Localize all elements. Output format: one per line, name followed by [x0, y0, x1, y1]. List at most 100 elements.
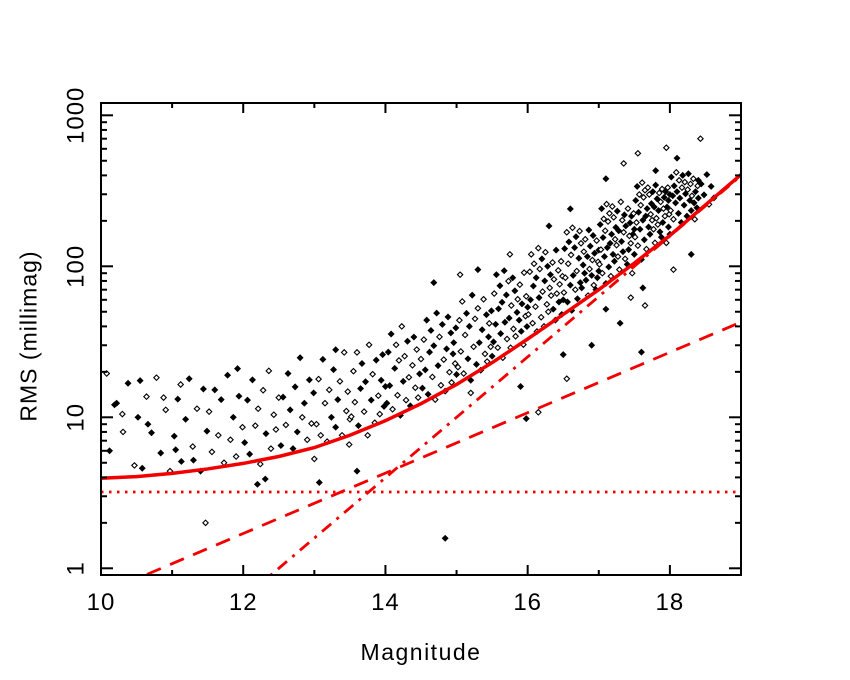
scatter-point: [530, 260, 538, 268]
scatter-point: [682, 190, 690, 198]
scatter-point: [515, 316, 523, 324]
scatter-point: [694, 194, 702, 202]
scatter-point: [656, 228, 664, 236]
scatter-point: [354, 422, 362, 430]
scatter-point: [387, 330, 395, 338]
scatter-point: [349, 367, 357, 375]
scatter-point: [450, 339, 458, 347]
scatter-point: [505, 314, 513, 322]
scatter-point: [599, 234, 607, 242]
scatter-point: [391, 364, 399, 372]
scatter-point: [234, 365, 242, 373]
scatter-point: [703, 171, 711, 179]
scatter-point: [417, 355, 425, 363]
scatter-point: [619, 248, 627, 256]
scatter-point: [199, 385, 207, 393]
x-tick-label: 14: [371, 589, 400, 616]
scatter-point: [610, 213, 618, 221]
scatter-point: [148, 429, 155, 437]
scatter-point: [248, 376, 256, 384]
scatter-point: [555, 298, 563, 306]
scatter-point: [536, 265, 544, 273]
scatter-point: [539, 288, 547, 296]
scatter-point: [603, 200, 611, 208]
scatter-point: [626, 219, 634, 227]
scatter-point: [426, 348, 434, 356]
y-tick-label: 1000: [63, 87, 90, 144]
scatter-point: [144, 420, 152, 428]
scatter-point: [522, 415, 530, 423]
scatter-point: [678, 184, 686, 192]
scatter-point: [405, 373, 413, 381]
scatter-point: [526, 268, 534, 276]
scatter-point: [411, 384, 419, 392]
scatter-point: [211, 386, 219, 394]
scatter-point: [490, 290, 498, 298]
scatter-point: [460, 370, 468, 377]
scatter-point: [456, 271, 464, 279]
scatter-point: [392, 341, 400, 349]
scatter-point: [532, 303, 539, 311]
plot-frame: [100, 102, 742, 576]
scatter-point: [475, 339, 483, 347]
scatter-point: [298, 413, 306, 421]
scatter-point: [637, 201, 645, 209]
scatter-point: [174, 395, 182, 403]
scatter-point: [624, 205, 632, 213]
scatter-point: [564, 260, 572, 268]
scatter-point: [457, 347, 465, 355]
scatter-point: [487, 343, 495, 351]
scatter-point: [631, 233, 639, 241]
scatter-point: [427, 326, 435, 334]
scatter-point: [433, 309, 441, 317]
scatter-point: [241, 439, 249, 447]
scatter-point: [511, 287, 519, 295]
scatter-point: [630, 225, 638, 233]
scatter-point: [319, 355, 327, 363]
scatter-point: [642, 212, 650, 220]
scatter-point: [524, 310, 532, 318]
scatter-point: [185, 375, 193, 383]
scatter-point: [546, 271, 554, 279]
scatter-point: [321, 399, 329, 407]
scatter-point: [561, 245, 569, 253]
x-tick-label: 16: [513, 589, 542, 616]
scatter-point: [565, 238, 573, 246]
scatter-point: [676, 194, 684, 202]
scatter-point: [600, 215, 608, 223]
scatter-point: [576, 227, 584, 235]
scatter-point: [645, 223, 653, 231]
scatter-point: [143, 393, 150, 401]
scatter-point: [672, 199, 680, 207]
scatter-point: [534, 408, 542, 416]
scatter-point: [681, 178, 689, 186]
scatter-point: [369, 370, 377, 378]
scatter-point: [182, 415, 190, 423]
scatter-point: [534, 244, 542, 252]
scatter-point: [467, 389, 475, 397]
scatter-point: [669, 215, 677, 223]
scatter-point: [608, 230, 616, 238]
scatter-point: [399, 377, 407, 385]
scatter-point: [644, 184, 652, 192]
scatter-point: [265, 367, 273, 375]
scatter-point: [537, 313, 545, 321]
scatter-point: [353, 348, 361, 356]
scatter-point: [490, 338, 498, 346]
scatter-point: [556, 280, 564, 288]
scatter-point: [464, 355, 472, 363]
scatter-point: [586, 242, 594, 250]
scatter-point: [552, 246, 560, 254]
scatter-point: [687, 207, 695, 215]
scatter-point: [585, 226, 593, 234]
scatter-point: [687, 250, 695, 258]
scatter-point: [588, 256, 596, 264]
scatter-point: [652, 181, 660, 189]
scatter-point: [487, 307, 495, 315]
scatter-point: [474, 304, 482, 312]
scatter-point: [652, 214, 660, 222]
scatter-point: [590, 281, 598, 289]
scatter-point: [507, 302, 515, 309]
scatter-point: [557, 257, 565, 265]
scatter-point: [254, 405, 262, 413]
